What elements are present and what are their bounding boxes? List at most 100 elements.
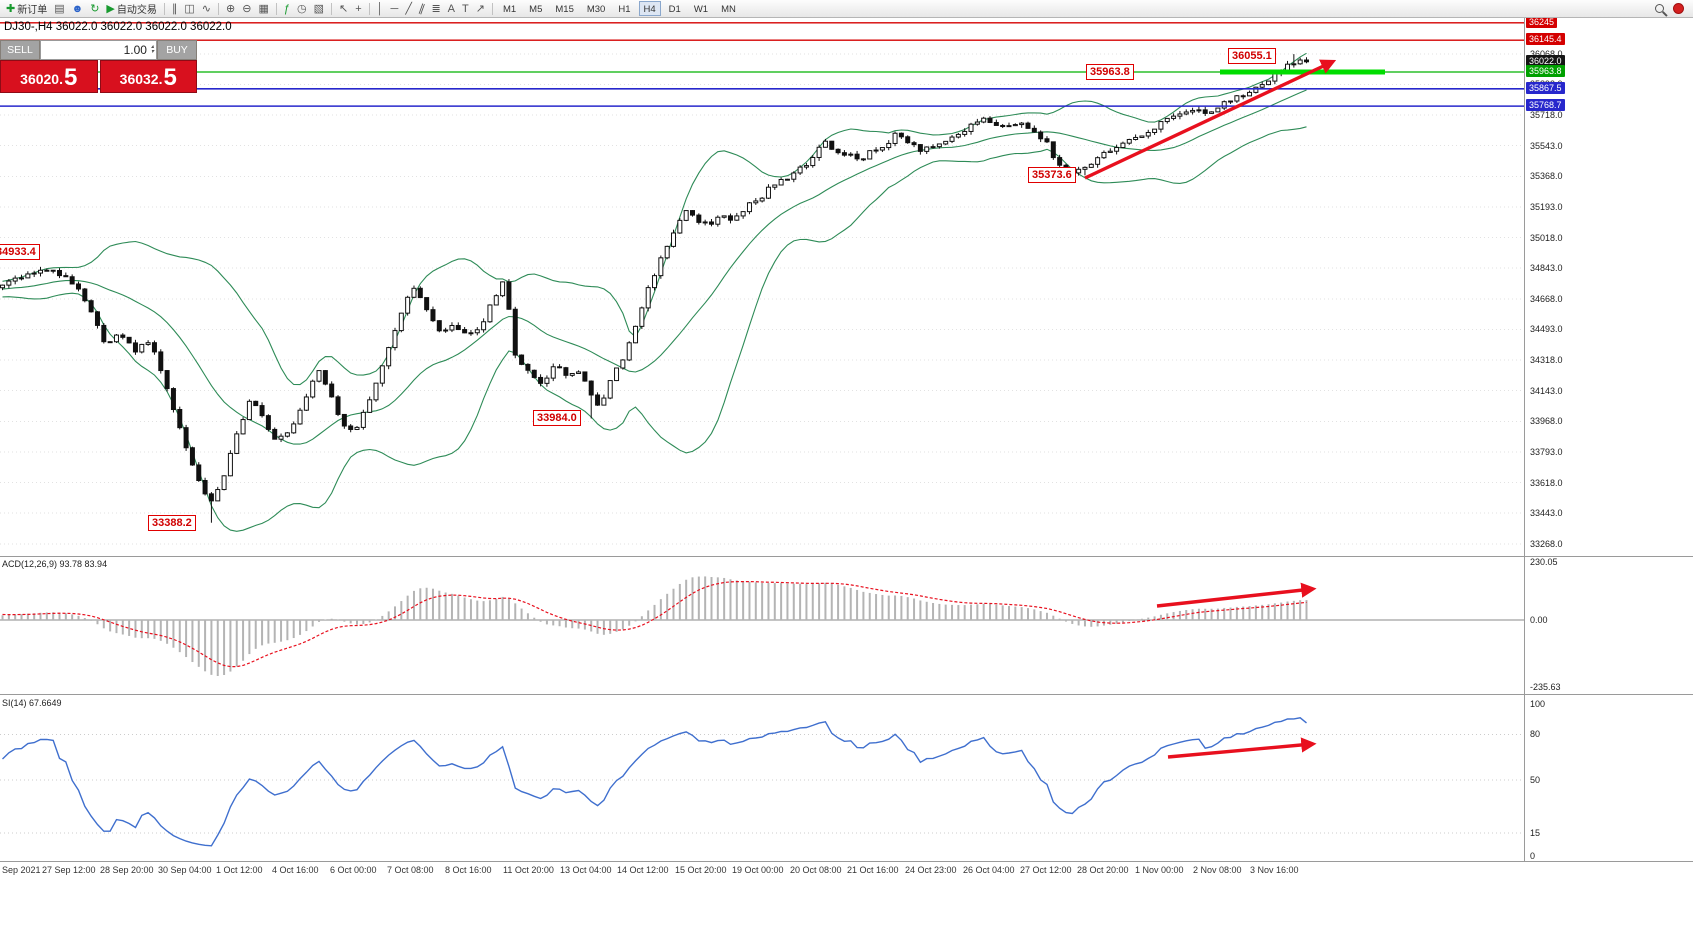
- time-axis-label: 6 Oct 00:00: [330, 865, 377, 875]
- indicators-icon[interactable]: ƒ: [281, 1, 293, 17]
- trendline-icon: ╱: [405, 2, 412, 15]
- price-callout: 34933.4: [0, 244, 40, 261]
- autotrade-button[interactable]: ▶ 自动交易: [103, 1, 159, 17]
- toolbar-separator: [368, 2, 370, 15]
- refresh-icon[interactable]: ↻: [87, 1, 102, 17]
- timeframe-m1-button[interactable]: M1: [502, 4, 517, 15]
- price-axis-label: 35718.0: [1530, 110, 1563, 120]
- tile-windows-icon[interactable]: ▦: [255, 1, 271, 17]
- chart-window-icon[interactable]: ▤: [51, 1, 67, 17]
- rsi-panel-canvas[interactable]: [0, 695, 1524, 861]
- price-callout: 35963.8: [1086, 63, 1134, 80]
- indicators-icon: ƒ: [283, 2, 290, 15]
- price-axis[interactable]: 36068.035893.035718.035543.035368.035193…: [1524, 15, 1693, 862]
- price-callout: 33984.0: [533, 410, 581, 427]
- time-axis-label: 26 Oct 04:00: [963, 865, 1015, 875]
- timeframe-m5-button[interactable]: M5: [529, 4, 543, 15]
- timeframe-m30-button[interactable]: M30: [586, 4, 606, 15]
- price-axis-marker: 35867.5: [1526, 81, 1565, 94]
- macd-panel-canvas[interactable]: [0, 557, 1524, 694]
- text-icon[interactable]: A: [445, 1, 458, 17]
- candlestick-chart-icon: ◫: [184, 2, 195, 15]
- profile-icon: ☻: [71, 2, 84, 15]
- cursor-icon[interactable]: ↖: [336, 1, 351, 17]
- rsi-axis-label: 100: [1530, 699, 1546, 709]
- timeframe-mn-button[interactable]: MN: [721, 4, 736, 15]
- periods-icon: ◷: [296, 2, 307, 15]
- price-axis-label: 36068.0: [1530, 48, 1563, 59]
- toolbar-separator: [218, 2, 220, 15]
- zoom-out-icon[interactable]: ⊖: [239, 1, 254, 17]
- fibonacci-icon[interactable]: ≣: [428, 1, 443, 17]
- equidistant-channel-icon[interactable]: ∥: [416, 1, 428, 17]
- time-axis-label: 28 Sep 20:00: [100, 865, 154, 875]
- chart-window-icon: ▤: [54, 2, 65, 15]
- trendline-icon[interactable]: ╱: [402, 1, 415, 17]
- label-icon[interactable]: T: [459, 1, 472, 17]
- sell-price-big-digit: 5: [63, 64, 78, 91]
- timeframe-w1-button[interactable]: W1: [693, 4, 709, 15]
- bar-chart-icon[interactable]: ∥: [169, 1, 181, 17]
- volume-up-icon[interactable]: ▴: [150, 44, 154, 50]
- sell-price-main: 36020.: [20, 71, 63, 87]
- autotrade-play-icon: ▶: [106, 2, 115, 15]
- sell-button[interactable]: SELL: [0, 40, 40, 60]
- time-axis-label: 4 Oct 16:00: [272, 865, 319, 875]
- time-axis-label: 2 Nov 08:00: [1193, 865, 1242, 875]
- panel-separator[interactable]: [0, 694, 1693, 695]
- macd-indicator-label: ACD(12,26,9) 93.78 83.94: [2, 559, 108, 569]
- price-axis-label: 35543.0: [1530, 140, 1563, 151]
- sell-price-button[interactable]: 36020. 5: [0, 60, 98, 93]
- time-axis[interactable]: Sep 2021 27 Sep 12:00 28 Sep 20:00 30 Sep 0…: [0, 862, 1693, 878]
- profile-icon[interactable]: ☻: [69, 1, 87, 17]
- new-order-icon: ✚: [6, 2, 16, 15]
- crosshair-icon[interactable]: +: [352, 1, 364, 17]
- price-axis-label: 35193.0: [1530, 201, 1563, 212]
- templates-icon[interactable]: ▧: [311, 1, 327, 17]
- price-axis-marker: 36245: [1526, 15, 1558, 28]
- time-axis-label: 1 Oct 12:00: [216, 865, 263, 875]
- rsi-indicator-label: SI(14) 67.6649: [2, 698, 62, 708]
- volume-value: 1.00: [123, 43, 147, 57]
- candlestick-chart-icon[interactable]: ◫: [181, 1, 197, 17]
- search-icon[interactable]: [1655, 4, 1664, 13]
- toolbar: ✚ 新订单 ▤ ☻ ↻ ▶ 自动交易 ∥ ◫ ∿ ⊕ ⊖ ▦ ƒ ◷ ▧ ↖ + │ ─ ╱ ∥ ≣ A T ↗ M1 M5 M15 M3…: [0, 0, 1693, 18]
- rsi-axis-label: 50: [1530, 775, 1541, 785]
- horizontal-line-icon[interactable]: ─: [388, 1, 402, 17]
- price-axis-separator[interactable]: [1524, 18, 1525, 862]
- volume-spinner[interactable]: ▴ ▾: [150, 44, 154, 55]
- new-order-button[interactable]: ✚ 新订单: [3, 1, 50, 17]
- timeframe-m15-button[interactable]: M15: [555, 4, 574, 15]
- buy-button[interactable]: BUY: [157, 40, 197, 60]
- main-chart-canvas[interactable]: [0, 18, 1524, 556]
- toolbar-separator: [331, 2, 332, 15]
- timeframe-h4-button[interactable]: H4: [638, 1, 661, 16]
- timeframe-d1-button[interactable]: D1: [668, 4, 681, 15]
- price-axis-label: 33968.0: [1530, 416, 1563, 427]
- volume-down-icon[interactable]: ▾: [150, 49, 154, 55]
- zoom-in-icon[interactable]: ⊕: [223, 1, 238, 17]
- price-axis-label: 34668.0: [1530, 293, 1563, 304]
- volume-input[interactable]: 1.00 ▴ ▾: [40, 40, 157, 60]
- candles-series: [0, 54, 1310, 523]
- price-axis-label: 33443.0: [1530, 508, 1563, 519]
- arrows-tool-icon[interactable]: ↗: [473, 1, 488, 17]
- timeframe-h1-button[interactable]: H1: [618, 4, 631, 15]
- buy-price-button[interactable]: 36032. 5: [99, 60, 197, 93]
- community-icon[interactable]: [1673, 3, 1684, 14]
- vertical-line-icon[interactable]: │: [374, 1, 387, 17]
- line-chart-icon: ∿: [201, 2, 212, 15]
- vertical-line-icon: │: [376, 2, 384, 15]
- panel-separator[interactable]: [0, 556, 1693, 557]
- price-axis-label: 33793.0: [1530, 446, 1563, 457]
- time-axis-label: 8 Oct 16:00: [445, 865, 492, 875]
- line-chart-icon[interactable]: ∿: [199, 1, 214, 17]
- periods-icon[interactable]: ◷: [294, 1, 310, 17]
- toolbar-separator: [491, 2, 493, 15]
- price-callout: 36055.1: [1228, 48, 1276, 64]
- time-axis-label: 27 Sep 12:00: [42, 865, 96, 875]
- cursor-icon: ↖: [339, 2, 349, 15]
- time-axis-label: 14 Oct 12:00: [617, 865, 669, 875]
- bar-chart-icon: ∥: [171, 2, 178, 15]
- time-axis-label: 13 Oct 04:00: [560, 865, 612, 875]
